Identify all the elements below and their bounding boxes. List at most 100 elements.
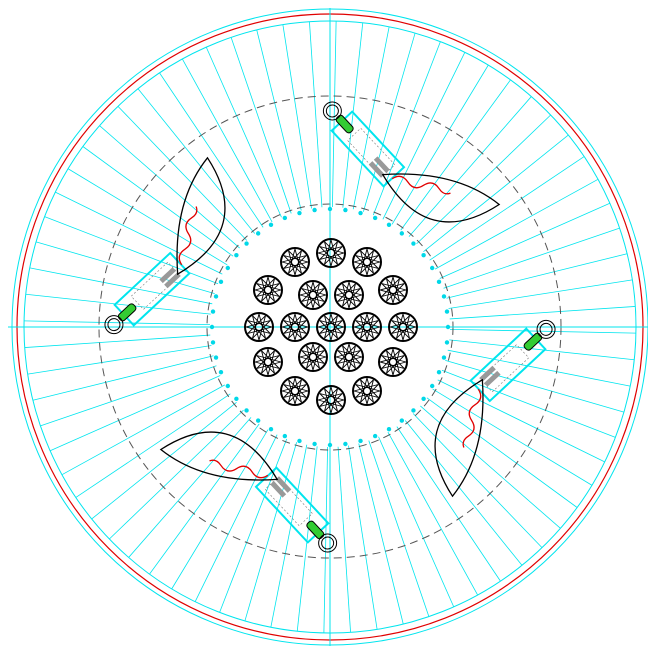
radial-line xyxy=(24,320,211,326)
dot xyxy=(268,426,274,432)
radial-line xyxy=(91,401,237,520)
radial-line xyxy=(429,156,585,261)
radial-line xyxy=(348,445,378,630)
plate xyxy=(484,370,501,387)
radial-line xyxy=(25,293,211,315)
electrode-body xyxy=(254,466,338,553)
rosette-rim xyxy=(253,347,283,377)
rosette xyxy=(280,312,310,342)
dot xyxy=(386,222,392,228)
clip xyxy=(523,332,543,351)
radial-line xyxy=(149,423,260,575)
rosette-spokes xyxy=(317,239,345,267)
dot xyxy=(429,383,435,389)
rosette xyxy=(334,342,364,372)
dot xyxy=(372,215,378,221)
dot xyxy=(343,441,348,447)
dot xyxy=(312,207,317,213)
radial-line xyxy=(67,168,228,266)
rosette-spokes xyxy=(281,313,309,341)
radial-line xyxy=(244,442,298,622)
radial-line xyxy=(358,443,404,625)
dot xyxy=(358,210,363,216)
radial-line xyxy=(128,417,252,558)
rosette xyxy=(388,312,418,342)
rosette-rim xyxy=(334,342,364,372)
rosette-spokes xyxy=(299,281,327,309)
radial-line xyxy=(82,146,234,257)
holder-inner xyxy=(479,344,530,393)
radial-line xyxy=(309,21,323,208)
radial-line xyxy=(342,22,364,208)
electrodes xyxy=(104,101,556,553)
radial-line xyxy=(40,365,217,427)
dot xyxy=(421,396,426,402)
radial-line xyxy=(368,440,430,617)
dot xyxy=(218,279,224,285)
lead-wire xyxy=(391,175,451,195)
dot xyxy=(244,241,249,246)
dot xyxy=(343,207,348,213)
dot xyxy=(444,340,450,345)
rosette xyxy=(244,312,274,342)
rosette-rim xyxy=(316,385,346,415)
dot xyxy=(209,324,215,330)
lobe xyxy=(434,378,484,498)
plate xyxy=(275,476,292,493)
dot xyxy=(445,324,451,330)
rosette xyxy=(280,376,310,406)
radial-line xyxy=(55,191,223,275)
dot xyxy=(444,309,450,314)
electrode xyxy=(104,156,226,335)
rosette-spokes xyxy=(299,343,327,371)
dot xyxy=(213,355,219,360)
radial-line xyxy=(99,125,240,249)
radial-line xyxy=(27,345,212,375)
radial-line xyxy=(230,37,292,214)
dot xyxy=(210,340,216,345)
rosette-spokes xyxy=(389,313,417,341)
radial-line xyxy=(423,134,569,253)
rosette xyxy=(352,247,382,277)
radial-line xyxy=(205,46,282,218)
radial-line xyxy=(439,202,611,279)
rosette xyxy=(352,312,382,342)
plate xyxy=(479,365,496,382)
ring xyxy=(318,533,338,553)
rosette xyxy=(316,312,346,342)
radial-line xyxy=(331,21,337,208)
rosette-spokes xyxy=(281,377,309,405)
dot xyxy=(268,222,274,228)
radial-line xyxy=(449,306,636,320)
dot xyxy=(421,252,426,258)
dot xyxy=(399,231,405,236)
dot xyxy=(436,279,442,285)
rosette-spokes xyxy=(353,313,381,341)
lobe xyxy=(176,156,226,276)
radial-line xyxy=(443,227,620,289)
dot xyxy=(255,418,261,423)
radial-line xyxy=(159,72,264,228)
plate xyxy=(373,156,390,173)
plate xyxy=(159,267,176,284)
electrode xyxy=(322,101,501,223)
radial-line xyxy=(270,444,308,628)
rosette xyxy=(253,275,283,305)
rosette-spokes xyxy=(254,276,282,304)
rosette xyxy=(316,238,346,268)
dot xyxy=(282,433,288,439)
dot xyxy=(312,441,317,447)
rosette-spokes xyxy=(353,248,381,276)
rosette xyxy=(378,347,408,377)
holder-inner xyxy=(130,261,181,310)
rosette-spokes xyxy=(317,386,345,414)
radial-line xyxy=(449,328,636,334)
holder-inner xyxy=(347,127,396,178)
radial-line xyxy=(29,267,213,305)
dot xyxy=(255,231,261,236)
plate xyxy=(368,161,385,178)
rosette-rim xyxy=(280,376,310,406)
dot xyxy=(234,252,239,258)
rosette-cluster xyxy=(244,238,418,415)
